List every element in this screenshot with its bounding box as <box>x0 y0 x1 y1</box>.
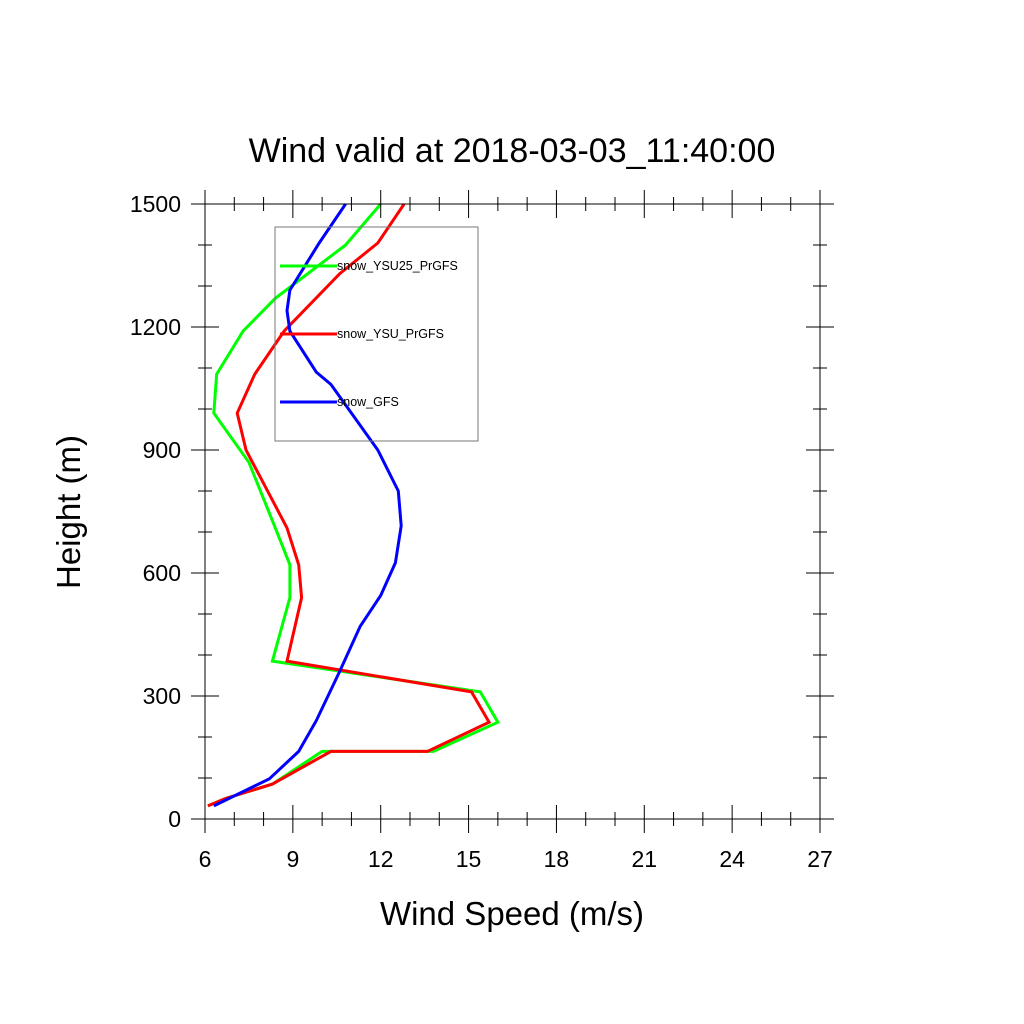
y-tick-label: 600 <box>143 560 181 586</box>
x-axis-label: Wind Speed (m/s) <box>380 895 644 932</box>
x-tick-label: 12 <box>368 846 394 872</box>
x-tick-label: 15 <box>456 846 482 872</box>
chart-title: Wind valid at 2018-03-03_11:40:00 <box>249 132 776 170</box>
x-tick-label: 27 <box>807 846 833 872</box>
y-tick-label: 1500 <box>130 191 181 217</box>
y-tick-label: 1200 <box>130 314 181 340</box>
legend-label-0: snow_YSU25_PrGFS <box>337 259 458 273</box>
x-tick-label: 18 <box>544 846 570 872</box>
tick-labels-layer: 6 9 12 15 18 21 24 27 0 300 600 900 1200 1500 <box>130 191 833 872</box>
legend-box <box>274 226 479 442</box>
x-tick-label: 24 <box>719 846 745 872</box>
y-tick-label: 0 <box>168 806 181 832</box>
ticks-layer <box>191 190 834 833</box>
x-tick-label: 21 <box>631 846 657 872</box>
series-line-1 <box>207 203 492 808</box>
plot-frame <box>204 203 821 820</box>
y-tick-label: 900 <box>143 437 181 463</box>
series-line-2 <box>213 203 403 808</box>
x-tick-label: 6 <box>199 846 212 872</box>
series-layer <box>207 203 501 808</box>
x-tick-label: 9 <box>286 846 299 872</box>
y-axis-label: Height (m) <box>50 435 87 589</box>
y-tick-label: 300 <box>143 683 181 709</box>
legend-label-1: snow_YSU_PrGFS <box>337 327 444 341</box>
series-line-0 <box>207 203 501 808</box>
legend-label-2: snow_GFS <box>337 395 399 409</box>
legend: snow_YSU25_PrGFS snow_YSU_PrGFS snow_GFS <box>274 226 479 442</box>
